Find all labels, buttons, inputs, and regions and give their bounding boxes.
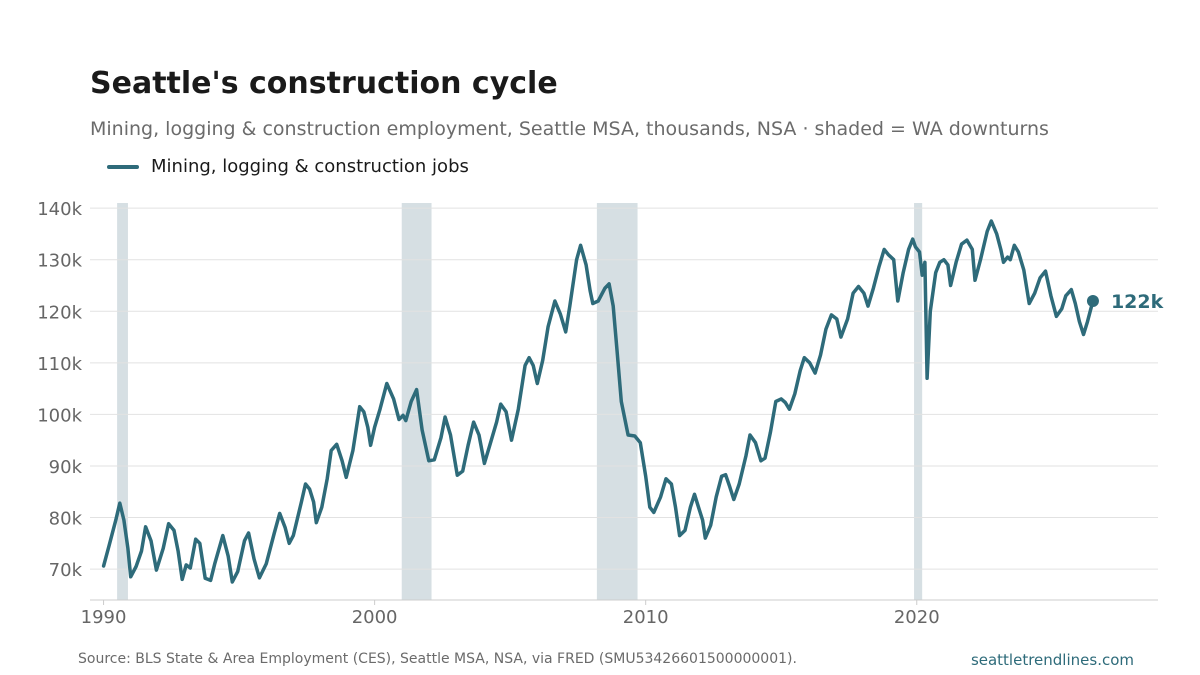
series-line xyxy=(101,219,1095,584)
y-tick-label-130: 130k xyxy=(37,251,82,272)
y-tick-label-70: 70k xyxy=(49,560,83,581)
source-note: Source: BLS State & Area Employment (CES… xyxy=(78,651,797,667)
chart-title: Seattle's construction cycle xyxy=(90,66,558,101)
chart-subtitle: Mining, logging & construction employmen… xyxy=(90,118,1049,140)
downturn-shade-3 xyxy=(914,203,923,600)
y-tick-label-140: 140k xyxy=(37,199,82,220)
y-tick-label-80: 80k xyxy=(49,509,83,530)
end-point-label: 122k xyxy=(1111,291,1164,313)
y-tick-label-100: 100k xyxy=(37,405,82,426)
x-tick-label-1990: 1990 xyxy=(81,607,127,628)
y-tick-label-90: 90k xyxy=(49,457,83,478)
x-tick-label-2010: 2010 xyxy=(623,607,669,628)
legend: Mining, logging & construction jobs xyxy=(107,156,469,177)
downturn-shade-2 xyxy=(596,203,638,600)
legend-label: Mining, logging & construction jobs xyxy=(151,156,469,177)
x-tick-label-2000: 2000 xyxy=(352,607,398,628)
end-point-marker xyxy=(1086,294,1099,307)
site-credit[interactable]: seattletrendlines.com xyxy=(970,651,1134,669)
downturn-shade-0 xyxy=(117,203,128,600)
x-tick-label-2020: 2020 xyxy=(894,607,940,628)
y-tick-label-120: 120k xyxy=(37,302,82,323)
y-tick-label-110: 110k xyxy=(37,354,82,375)
legend-swatch xyxy=(107,164,139,169)
